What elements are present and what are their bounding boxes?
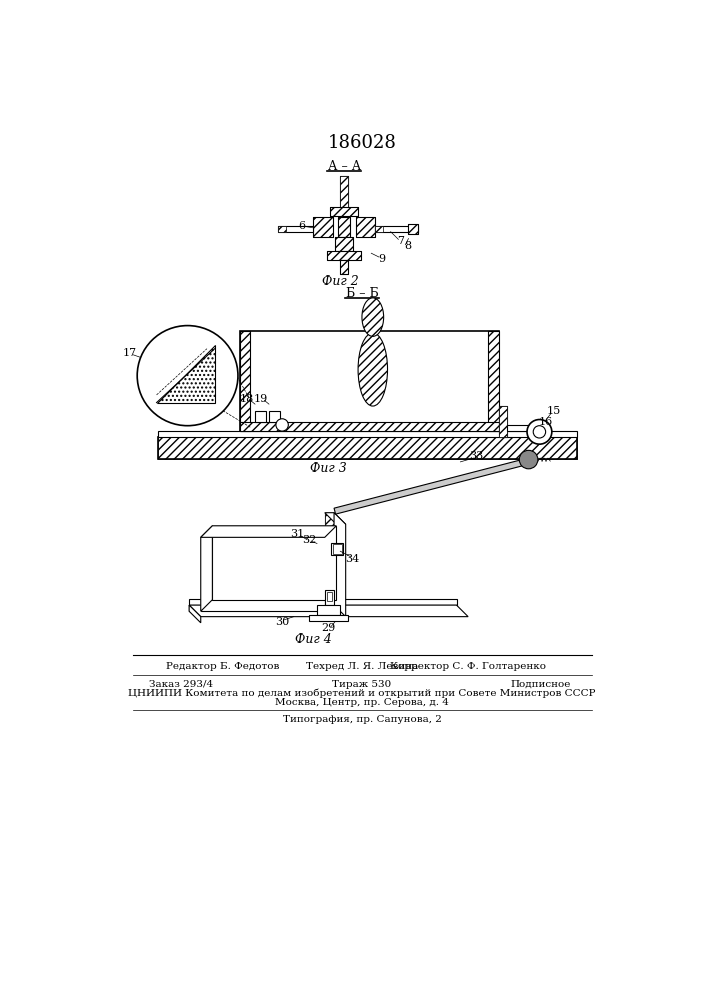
- Bar: [327, 251, 361, 260]
- Bar: [356, 217, 375, 237]
- Bar: [338, 217, 351, 237]
- Ellipse shape: [362, 298, 384, 336]
- Polygon shape: [334, 460, 523, 514]
- Bar: [340, 176, 348, 207]
- Bar: [255, 411, 266, 422]
- Bar: [335, 237, 354, 251]
- Text: 30: 30: [275, 617, 289, 627]
- Circle shape: [519, 450, 538, 469]
- Bar: [325, 590, 334, 605]
- Bar: [189, 605, 457, 611]
- Bar: [158, 431, 577, 437]
- Polygon shape: [334, 513, 346, 617]
- Bar: [489, 331, 499, 431]
- Bar: [313, 217, 332, 237]
- Bar: [240, 422, 499, 431]
- Polygon shape: [212, 526, 337, 600]
- Text: 19: 19: [254, 394, 269, 404]
- Bar: [279, 226, 313, 232]
- Bar: [340, 260, 348, 274]
- Text: Корректор С. Ф. Голтаренко: Корректор С. Ф. Голтаренко: [390, 662, 546, 671]
- Bar: [269, 411, 280, 422]
- Bar: [409, 224, 418, 234]
- Polygon shape: [201, 537, 325, 611]
- Bar: [375, 226, 383, 232]
- Bar: [240, 331, 250, 431]
- Circle shape: [137, 326, 238, 426]
- Text: Редактор Б. Федотов: Редактор Б. Федотов: [166, 662, 279, 671]
- Bar: [327, 592, 332, 601]
- Text: 33: 33: [469, 451, 483, 461]
- Text: 32: 32: [302, 535, 316, 545]
- Text: 34: 34: [345, 554, 359, 564]
- Bar: [317, 605, 340, 615]
- Text: 17: 17: [122, 348, 136, 358]
- Text: 29: 29: [322, 623, 336, 633]
- Text: Б – Б: Б – Б: [346, 287, 378, 300]
- Bar: [240, 422, 499, 431]
- Bar: [240, 331, 250, 431]
- Text: Заказ 293/4: Заказ 293/4: [149, 680, 213, 689]
- Circle shape: [276, 419, 288, 431]
- Text: 8: 8: [404, 241, 411, 251]
- Ellipse shape: [358, 333, 387, 406]
- Bar: [158, 437, 577, 459]
- Bar: [331, 543, 344, 555]
- Polygon shape: [201, 526, 212, 611]
- Bar: [409, 224, 418, 234]
- Circle shape: [527, 420, 552, 444]
- Polygon shape: [325, 513, 346, 524]
- Text: А – А: А – А: [327, 160, 361, 173]
- Bar: [330, 207, 358, 216]
- Bar: [327, 251, 361, 260]
- Polygon shape: [201, 526, 337, 537]
- Text: Типография, пр. Сапунова, 2: Типография, пр. Сапунова, 2: [283, 715, 441, 724]
- Bar: [375, 226, 418, 232]
- Polygon shape: [189, 605, 201, 623]
- Bar: [332, 544, 341, 554]
- Bar: [499, 406, 507, 437]
- Bar: [189, 599, 457, 605]
- Bar: [356, 217, 375, 237]
- Bar: [340, 176, 348, 207]
- Bar: [309, 615, 348, 620]
- Text: 7: 7: [397, 236, 404, 246]
- Text: Фиг 3: Фиг 3: [310, 462, 347, 475]
- Bar: [335, 237, 354, 251]
- Polygon shape: [189, 605, 468, 617]
- Text: Техред Л. Я. Левина: Техред Л. Я. Левина: [306, 662, 418, 671]
- Bar: [325, 513, 334, 605]
- Bar: [338, 217, 351, 237]
- Text: 9: 9: [378, 254, 385, 264]
- Text: 6: 6: [298, 221, 305, 231]
- Bar: [240, 331, 499, 431]
- Text: ЦНИИПИ Комитета по делам изобретений и открытий при Совете Министров СССР: ЦНИИПИ Комитета по делам изобретений и о…: [128, 689, 596, 698]
- Text: 186028: 186028: [327, 134, 397, 152]
- Text: Тираж 530: Тираж 530: [332, 680, 392, 689]
- Bar: [313, 217, 332, 237]
- Bar: [489, 331, 499, 431]
- Polygon shape: [156, 345, 215, 403]
- Text: Подписное: Подписное: [510, 680, 571, 689]
- Text: 16: 16: [539, 417, 553, 427]
- Bar: [279, 226, 286, 232]
- Circle shape: [533, 426, 546, 438]
- Bar: [340, 260, 348, 274]
- Text: Фиг 2: Фиг 2: [322, 275, 358, 288]
- Bar: [330, 207, 358, 216]
- Bar: [507, 425, 530, 431]
- Text: 15: 15: [547, 406, 561, 416]
- Text: Москва, Центр, пр. Серова, д. 4: Москва, Центр, пр. Серова, д. 4: [275, 698, 449, 707]
- Bar: [499, 406, 507, 437]
- Bar: [325, 513, 334, 605]
- Text: 18: 18: [240, 394, 255, 404]
- Bar: [158, 437, 577, 459]
- Text: 31: 31: [291, 529, 305, 539]
- Text: Фиг 4: Фиг 4: [295, 633, 332, 646]
